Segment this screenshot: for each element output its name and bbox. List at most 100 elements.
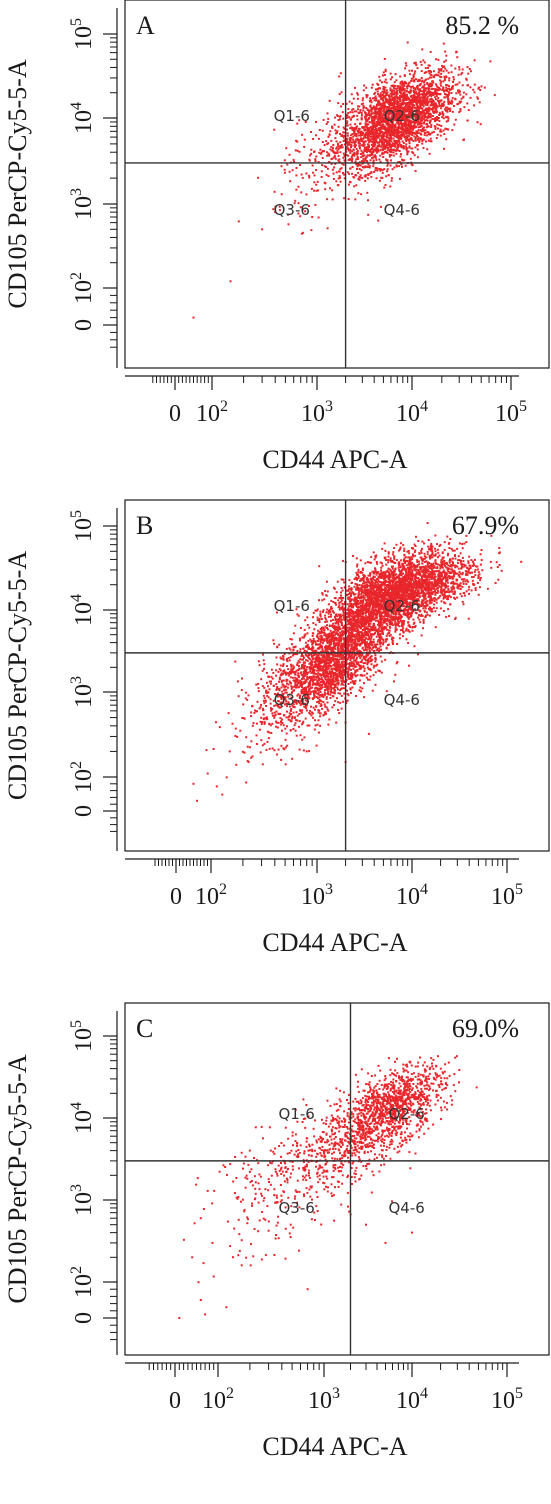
data-point: [388, 130, 391, 133]
data-point: [427, 131, 430, 134]
data-point: [445, 69, 448, 72]
data-point: [360, 160, 363, 163]
data-point: [426, 91, 428, 94]
data-point: [403, 159, 406, 162]
data-point: [425, 140, 427, 143]
data-point: [449, 110, 452, 112]
data-point: [429, 114, 432, 117]
data-point: [360, 118, 363, 121]
data-point: [377, 103, 380, 105]
data-point: [375, 177, 378, 180]
data-point: [421, 86, 424, 89]
data-point: [370, 107, 373, 109]
data-point: [417, 78, 420, 81]
data-point: [367, 139, 370, 142]
data-point: [417, 95, 420, 98]
data-point: [368, 116, 371, 119]
data-point: [399, 103, 402, 106]
data-point: [424, 115, 427, 118]
data-point: [361, 99, 364, 102]
data-point: [440, 69, 443, 72]
data-point: [381, 176, 384, 179]
data-point: [349, 111, 352, 114]
data-point: [316, 180, 319, 183]
data-point: [424, 607, 427, 610]
data-point: [388, 96, 391, 98]
data-point: [360, 169, 363, 172]
data-point: [381, 148, 384, 150]
data-point: [331, 198, 334, 201]
data-point: [426, 107, 429, 110]
data-point: [346, 171, 349, 174]
data-point: [420, 133, 423, 136]
data-point: [356, 165, 359, 168]
data-point: [407, 91, 410, 93]
data-point: [422, 147, 425, 149]
data-point: [297, 614, 300, 617]
data-point: [440, 84, 443, 87]
data-point: [429, 119, 432, 122]
data-point: [444, 50, 447, 53]
data-point: [426, 522, 429, 524]
data-point: [396, 165, 398, 168]
data-point: [437, 97, 440, 100]
data-point: [353, 114, 356, 117]
data-point: [305, 193, 308, 196]
data-point: [424, 560, 426, 563]
data-point: [399, 137, 402, 140]
data-point: [385, 575, 388, 578]
data-point: [429, 113, 432, 116]
data-point: [362, 596, 365, 598]
y-tick-label: 104: [68, 102, 97, 134]
data-point: [427, 116, 430, 119]
data-point: [414, 100, 416, 103]
data-point: [372, 551, 375, 554]
data-point: [447, 564, 450, 567]
data-point: [367, 150, 370, 153]
data-point: [387, 123, 390, 126]
data-point: [370, 112, 373, 115]
data-point: [410, 96, 413, 99]
data-point: [382, 71, 385, 74]
data-point: [410, 138, 413, 141]
data-point: [390, 151, 393, 154]
data-point: [372, 140, 375, 143]
data-point: [368, 172, 371, 175]
data-point: [355, 557, 358, 560]
data-point: [329, 148, 332, 151]
data-point: [440, 72, 443, 75]
data-point: [424, 597, 427, 600]
data-point: [349, 167, 352, 170]
data-point: [365, 114, 368, 117]
data-point: [430, 124, 433, 126]
data-point: [411, 128, 414, 131]
data-point: [413, 94, 416, 97]
data-point: [425, 123, 428, 126]
data-point: [305, 172, 308, 175]
data-point: [385, 81, 388, 84]
data-point: [378, 143, 381, 146]
data-point: [384, 94, 387, 97]
data-point: [359, 571, 362, 574]
data-point: [469, 70, 472, 73]
data-point: [414, 61, 417, 64]
data-point: [451, 97, 454, 100]
data-point: [341, 605, 344, 608]
data-point: [310, 187, 313, 190]
data-point: [393, 101, 396, 104]
data-point: [398, 150, 401, 152]
data-point: [409, 116, 412, 119]
data-point: [359, 559, 362, 562]
data-point: [320, 176, 323, 178]
data-point: [405, 97, 408, 100]
data-point: [377, 109, 380, 112]
data-point: [432, 87, 435, 90]
data-point: [390, 84, 393, 87]
data-point: [347, 183, 350, 186]
data-point: [381, 169, 384, 172]
data-point: [385, 97, 388, 100]
data-point: [421, 93, 424, 96]
data-point: [295, 167, 298, 169]
data-point: [391, 110, 394, 112]
data-point: [397, 137, 400, 140]
